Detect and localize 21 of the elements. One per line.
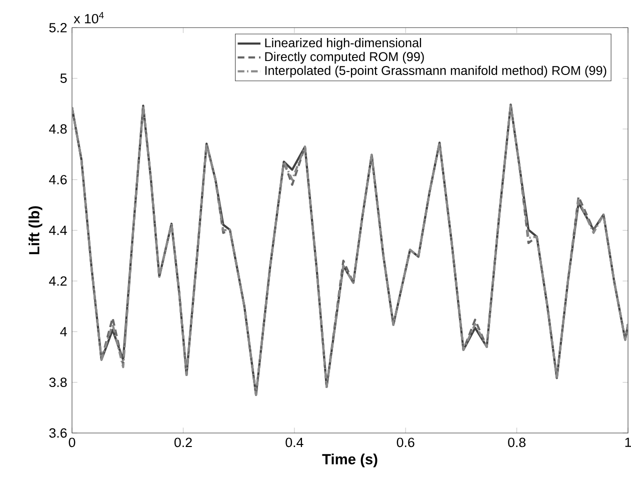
x-axis-title: Time (s) (322, 454, 378, 468)
y-tick-label: 4.8 (49, 124, 67, 134)
y-tick-label: 4 (60, 327, 67, 336)
y-tick-label: 3.6 (49, 428, 67, 438)
y-tick-label: 4.4 (49, 226, 67, 235)
y-axis-title: Lift (lb) (28, 206, 42, 254)
x-tick-label: 0.2 (174, 438, 192, 448)
legend-label: Interpolated (5-point Grassmann manifold method) ROM (99) (265, 66, 606, 78)
x-tick-label: 0.4 (286, 438, 304, 448)
text: x 10$^{4}$ (74, 12, 104, 24)
y-tick-label: 4.2 (49, 276, 67, 286)
y-tick-label: 5.2 (49, 22, 67, 32)
y-tick-label: 5 (60, 74, 67, 83)
y-tick-label: 4.6 (49, 174, 67, 184)
x-tick-label: 0 (68, 438, 76, 448)
x-tick-label: 0.6 (396, 438, 414, 448)
legend-label: Directly computed ROM (99) (265, 52, 424, 64)
x-tick-label: 0.8 (508, 438, 526, 448)
y-tick-label: 3.8 (49, 378, 67, 388)
x-tick-label: 1 (625, 438, 631, 447)
legend-label: Linearized high-dimensional (265, 38, 422, 50)
